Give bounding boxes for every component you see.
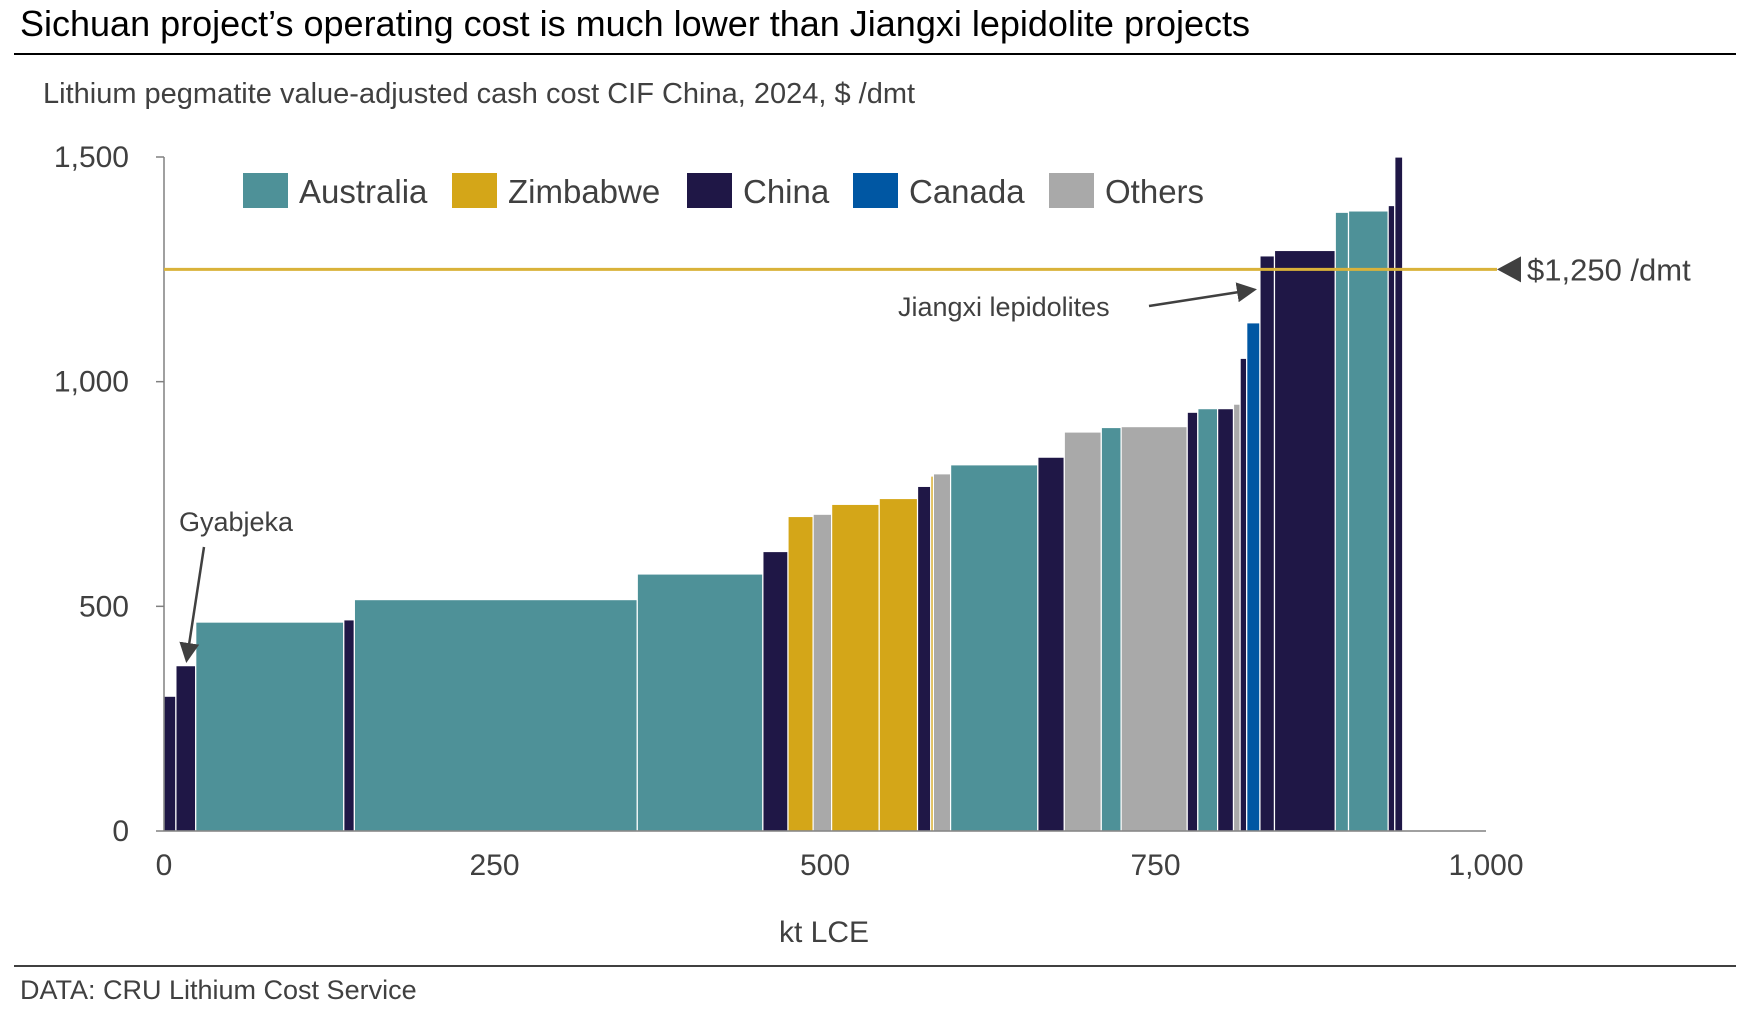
bar-china-29 xyxy=(1387,204,1396,832)
legend-label-zimbabwe: Zimbabwe xyxy=(508,173,660,210)
bar-australia-27 xyxy=(1334,211,1350,832)
bar-others-22 xyxy=(1232,403,1241,832)
bar-australia-5 xyxy=(636,573,764,832)
bar-australia-14 xyxy=(949,464,1039,832)
bar-china-0 xyxy=(163,695,177,832)
legend-swatch-others xyxy=(1049,173,1094,208)
legend-label-australia: Australia xyxy=(299,173,428,210)
legend-label-china: China xyxy=(743,173,830,210)
bar-australia-20 xyxy=(1197,408,1219,832)
legend-swatch-china xyxy=(687,173,732,208)
x-tick-label: 1,000 xyxy=(1448,849,1523,882)
annotation-gyabjeka: Gyabjeka xyxy=(179,507,294,537)
bar-zimbabwe-9 xyxy=(831,503,880,832)
bar-china-11 xyxy=(916,485,932,832)
legend-swatch-zimbabwe xyxy=(452,173,497,208)
bar-others-16 xyxy=(1063,431,1102,832)
bar-china-15 xyxy=(1037,456,1065,832)
annotation-arrow-jiangxi xyxy=(1148,282,1257,308)
bar-australia-4 xyxy=(353,598,638,832)
bar-others-8 xyxy=(812,513,833,832)
y-tick-label: 1,000 xyxy=(54,366,129,399)
y-tick-label: 1,500 xyxy=(54,141,129,174)
bar-canada-24 xyxy=(1246,322,1261,832)
bar-others-18 xyxy=(1120,426,1188,832)
bar-australia-17 xyxy=(1100,426,1122,832)
bar-zimbabwe-7 xyxy=(787,515,814,832)
legend-swatch-canada xyxy=(853,173,898,208)
bar-china-21 xyxy=(1217,408,1235,832)
legend-swatch-australia xyxy=(243,173,288,208)
y-tick-label: 500 xyxy=(79,590,129,623)
bar-zimbabwe-10 xyxy=(878,497,919,832)
chart-title: Sichuan project’s operating cost is much… xyxy=(20,3,1250,44)
chart-subtitle: Lithium pegmatite value-adjusted cash co… xyxy=(43,78,915,110)
bar-china-19 xyxy=(1186,411,1199,832)
reference-line-marker-icon xyxy=(1497,256,1521,283)
bar-others-13 xyxy=(932,473,952,832)
bar-australia-28 xyxy=(1347,210,1389,832)
x-axis-label: kt LCE xyxy=(779,916,869,949)
annotation-jiangxi: Jiangxi lepidolites xyxy=(898,292,1110,322)
legend-label-canada: Canada xyxy=(909,173,1025,210)
axes-group: 0 500 1,000 1,500 0 250 500 750 1,000 xyxy=(54,141,1524,882)
bar-china-30 xyxy=(1394,156,1404,832)
legend: Australia Zimbabwe China Canada Others xyxy=(243,173,1204,210)
x-tick-label: 0 xyxy=(156,849,173,882)
annotations: $1,250 /dmt Gyabjeka Jiangxi lepidolites xyxy=(164,252,1691,663)
bar-china-3 xyxy=(343,619,355,832)
reference-line-label: $1,250 /dmt xyxy=(1527,252,1691,287)
x-tick-label: 250 xyxy=(469,849,519,882)
bar-china-23 xyxy=(1239,357,1248,832)
legend-label-others: Others xyxy=(1105,173,1204,210)
bar-china-26 xyxy=(1273,249,1336,832)
bars-group xyxy=(163,156,1404,832)
x-tick-label: 750 xyxy=(1130,849,1180,882)
bar-china-1 xyxy=(175,665,197,832)
bar-china-6 xyxy=(762,550,789,832)
bar-china-25 xyxy=(1259,255,1276,832)
annotation-arrow-gyabjeka xyxy=(179,546,206,663)
y-tick-label: 0 xyxy=(112,815,129,848)
bar-australia-2 xyxy=(195,621,345,832)
source-note: DATA: CRU Lithium Cost Service xyxy=(20,975,417,1005)
x-tick-label: 500 xyxy=(800,849,850,882)
